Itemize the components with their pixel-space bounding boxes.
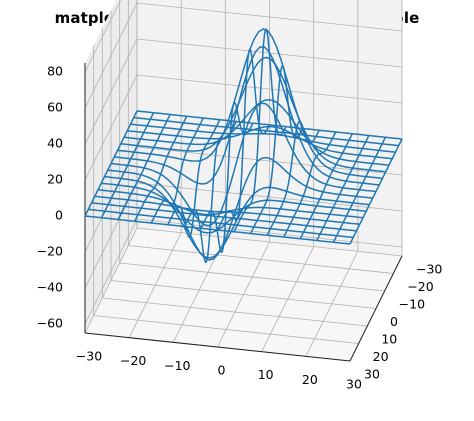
x-tick-label: −20	[120, 353, 146, 368]
wireframe-line	[91, 202, 357, 232]
wireframe-line	[133, 116, 399, 147]
back-grid-line	[136, 218, 403, 248]
z-tick-label: 80	[47, 64, 63, 79]
wireframe-line	[84, 215, 351, 245]
y-tick-label: 10	[381, 332, 397, 347]
floor-grid-line	[102, 297, 368, 327]
z-tick-label: 60	[47, 100, 63, 115]
x-tick-label: 20	[302, 372, 318, 387]
floor-grid-line	[110, 280, 377, 309]
back-grid-line	[136, 182, 403, 212]
back-grid-line	[136, 2, 403, 32]
back-grid-line	[136, 74, 403, 104]
z-tick-label: 0	[55, 208, 63, 223]
wireframe-line	[104, 175, 370, 259]
wireframe-line	[136, 110, 403, 140]
left-grid-line	[84, 74, 138, 181]
z-tick-label: −40	[37, 280, 63, 295]
x-tick-label: −30	[76, 349, 102, 364]
left-grid-line	[84, 38, 138, 145]
wireframe-line	[114, 46, 380, 186]
floor-grid-line	[136, 227, 403, 257]
y-tick-label: −30	[416, 262, 442, 277]
x-tick-label: 30	[346, 377, 362, 392]
wireframe-line	[123, 99, 390, 166]
wireframe-line	[120, 56, 386, 173]
wireframe-line	[117, 28, 383, 180]
z-tick-label: 40	[47, 136, 63, 151]
wireframe-line	[130, 123, 396, 153]
y-tick-label: −20	[407, 279, 433, 294]
wireframe-line	[127, 125, 393, 160]
wireframe-line	[101, 182, 367, 234]
x-axis-line	[84, 332, 351, 362]
z-tick-label: −60	[37, 316, 63, 331]
left-grid-line	[84, 218, 138, 325]
wireframe-line	[88, 208, 354, 239]
wireframe-line	[97, 189, 364, 219]
wireframe-line	[110, 102, 377, 227]
y-tick-label: −10	[399, 297, 425, 312]
x-tick-label: −10	[164, 358, 190, 373]
y-tick-label: 20	[373, 349, 389, 364]
z-tick-label: −20	[37, 244, 63, 259]
z-tick-label: 20	[47, 172, 63, 187]
y-tick-label: 0	[390, 314, 398, 329]
left-grid-line	[84, 0, 122, 73]
floor-grid-line	[93, 315, 359, 344]
floor-grid-line	[119, 262, 385, 292]
back-grid-line	[136, 146, 403, 176]
y-axis-line	[349, 255, 403, 362]
wireframe-line	[94, 195, 360, 226]
x-tick-label: 0	[218, 363, 226, 378]
floor-grid-line	[128, 245, 394, 274]
left-grid-line	[84, 2, 138, 109]
x-tick-label: 10	[258, 367, 274, 382]
y-tick-label: 30	[364, 367, 380, 382]
wireframe-line	[107, 156, 373, 261]
